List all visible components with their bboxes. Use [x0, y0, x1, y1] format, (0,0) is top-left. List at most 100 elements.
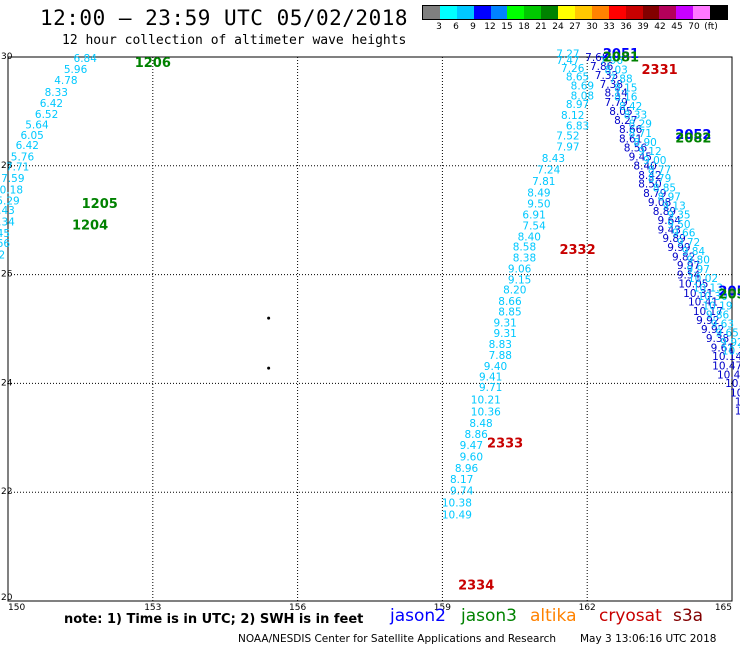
- wave-height-value: 7.96: [600, 55, 624, 67]
- scale-label: 18: [518, 22, 530, 32]
- wave-height-value: 8.90: [633, 137, 656, 149]
- wave-height-value: 10.4: [735, 397, 740, 409]
- scale-label: 42: [654, 22, 666, 32]
- wave-height-value: 8.15: [614, 82, 637, 94]
- wave-height-value: 6.84: [74, 53, 98, 65]
- wave-height-value: 9.92: [720, 337, 740, 349]
- wave-height-value: 6.83: [566, 120, 589, 132]
- wave-height-value: 6.91: [522, 210, 545, 222]
- wave-height-value: 9.80: [687, 255, 710, 267]
- legend-cryosat: cryosat: [599, 606, 662, 626]
- wave-height-value: 8.05: [609, 106, 632, 118]
- wave-height-value: 9.72: [677, 237, 700, 249]
- scale-label: 9: [470, 22, 476, 32]
- scale-label: 70: [688, 22, 700, 32]
- wave-height-value: 7.97: [556, 142, 579, 154]
- wave-height-value: 9.92: [701, 324, 724, 336]
- wave-height-value: 10.02: [688, 273, 718, 285]
- scale-label: 33: [603, 22, 615, 32]
- wave-height-value: 8.89: [653, 206, 676, 218]
- wave-height-value: 5.34: [0, 217, 15, 229]
- wave-height-value: 10.5: [725, 378, 740, 390]
- wave-height-value: 8.38: [513, 253, 536, 265]
- wave-height-value: 8.96: [455, 463, 479, 475]
- scale-swatch: [659, 6, 677, 19]
- wave-height-value: 8.27: [614, 115, 637, 127]
- wave-height-value: 8.66: [498, 296, 522, 308]
- wave-height-value: 10.18: [0, 185, 23, 197]
- wave-height-value: 7.68: [585, 52, 608, 64]
- wave-height-value: 9.97: [687, 264, 710, 276]
- wave-height-value: 10.30: [698, 291, 728, 303]
- latitude-tick-label: 30: [1, 52, 13, 62]
- scale-swatch: [439, 6, 457, 19]
- wave-height-value: 9.31: [493, 328, 516, 340]
- longitude-tick-label: 153: [144, 603, 161, 613]
- wave-height-value: 8.56: [624, 143, 648, 155]
- wave-height-value: 10.20: [722, 346, 740, 358]
- pass-number-label: 2331: [642, 63, 678, 78]
- wave-height-value: 8.40: [518, 231, 541, 243]
- scale-swatch: [575, 6, 592, 19]
- wave-height-value: 8.50: [638, 179, 661, 191]
- wave-height-value: 5.76: [11, 151, 35, 163]
- scale-label: 12: [484, 22, 496, 32]
- wave-height-value: 10.49: [442, 509, 472, 521]
- map-title: 12:00 – 23:59 UTC 05/02/2018: [40, 6, 409, 30]
- wave-height-value: 5.64: [25, 119, 49, 131]
- scale-label: 3: [436, 22, 442, 32]
- wave-height-value: 10.14: [712, 351, 740, 363]
- wave-height-value: 9.61: [711, 342, 734, 354]
- wave-height-value: 9.40: [484, 361, 507, 373]
- wave-height-value: 7.88: [489, 350, 512, 362]
- wave-height-value: 9.65: [715, 328, 738, 340]
- scale-label: 36: [620, 22, 632, 32]
- scale-swatch: [423, 6, 440, 19]
- wave-height-value: 9.54: [677, 269, 701, 281]
- wave-height-value: 9.13: [662, 200, 685, 212]
- wave-height-value: 10.13: [693, 282, 723, 294]
- wave-height-value: 7.54: [522, 220, 546, 232]
- pass-number-label: 2333: [487, 437, 523, 452]
- wave-height-value: 8.79: [643, 188, 666, 200]
- wave-height-value: 9.82: [672, 251, 695, 263]
- legend-jason2: jason2: [390, 606, 446, 626]
- scale-swatch: [490, 6, 508, 19]
- longitude-tick-label: 159: [434, 603, 451, 613]
- wave-height-value: 7.38: [600, 79, 623, 91]
- wave-height-value: 9.99: [667, 242, 690, 254]
- wave-height-value: 6.45: [0, 228, 10, 240]
- wave-height-value: 9.63: [711, 318, 734, 330]
- latitude-tick-label: 20: [1, 593, 13, 603]
- wave-height-value: 8.14: [604, 88, 628, 100]
- color-scale-bar: [422, 5, 729, 20]
- pass-number-label: 2082: [675, 131, 711, 146]
- wave-height-value: 8.08: [571, 90, 594, 102]
- scale-label: 21: [535, 22, 547, 32]
- wave-height-value: 10.17: [693, 306, 723, 318]
- wave-height-value: 8.65: [566, 71, 589, 83]
- scale-swatch: [608, 6, 626, 19]
- wave-height-value: 9.97: [677, 260, 700, 272]
- wave-height-value: 7.47: [556, 55, 579, 67]
- scale-swatch: [507, 6, 525, 19]
- scale-label: 39: [637, 22, 649, 32]
- wave-height-value: 8.58: [513, 242, 536, 254]
- scale-swatch: [625, 6, 643, 19]
- note-text: note: 1) Time is in UTC; 2) SWH is in fe…: [64, 612, 364, 627]
- scale-swatch: [642, 6, 660, 19]
- wave-height-value: 4.78: [54, 75, 77, 87]
- legend-altika: altika: [530, 606, 577, 626]
- pass-number-label: 1205: [82, 197, 118, 212]
- wave-height-value: 10.7: [730, 387, 740, 399]
- wave-height-value: 8.33: [624, 109, 647, 121]
- latitude-tick-label: 22: [1, 487, 12, 497]
- scale-swatch: [558, 6, 576, 19]
- scale-swatch: [524, 6, 542, 19]
- wave-height-value: 9.08: [648, 197, 671, 209]
- wave-height-value: 9.31: [493, 317, 516, 329]
- pass-number-label: 2332: [559, 243, 595, 258]
- wave-height-value: 7.33: [595, 70, 618, 82]
- legend-jason3: jason3: [461, 606, 517, 626]
- scale-swatch: [456, 6, 474, 19]
